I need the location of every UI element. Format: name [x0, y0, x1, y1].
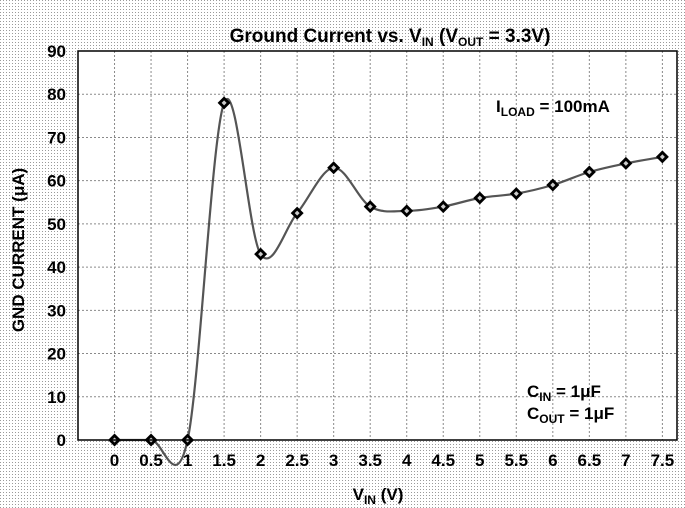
x-tick-labels: 0 0.5 1 1.5 2 2.5 3 3.5 4 4.5 5 5.5 6 6.5 7 7.5	[110, 451, 674, 470]
data-point-highlight	[294, 210, 300, 216]
x-tick-label: 7	[621, 451, 630, 470]
annotation-cout: COUT = 1μF	[527, 404, 614, 426]
chart-title: Ground Current vs. VIN (VOUT = 3.3V)	[230, 26, 551, 49]
x-tick-label: 2.5	[285, 451, 309, 470]
y-tick-label: 30	[47, 301, 66, 320]
data-point-highlight	[440, 204, 446, 210]
x-tick-label: 5	[475, 451, 484, 470]
data-point-highlight	[331, 165, 337, 171]
x-tick-label: 6	[548, 451, 557, 470]
data-point-highlight	[477, 195, 483, 201]
annotation-iload: ILOAD = 100mA	[496, 97, 610, 119]
x-tick-label: 6.5	[578, 451, 602, 470]
data-point-highlight	[513, 191, 519, 197]
data-point-highlight	[221, 100, 227, 106]
x-axis-label: VIN (V)	[353, 485, 404, 507]
y-tick-label: 90	[47, 42, 66, 61]
y-tick-label: 20	[47, 345, 66, 364]
x-tick-label: 4	[402, 451, 412, 470]
plot-area	[78, 51, 677, 440]
x-tick-label: 0.5	[139, 451, 163, 470]
y-tick-label: 80	[47, 85, 66, 104]
grid	[78, 50, 677, 441]
x-tick-label: 3	[329, 451, 338, 470]
data-point-highlight	[404, 208, 410, 214]
y-tick-label: 70	[47, 128, 66, 147]
data-markers	[108, 96, 669, 447]
data-point-highlight	[258, 251, 264, 257]
y-tick-label: 60	[47, 172, 66, 191]
data-point-highlight	[586, 169, 592, 175]
x-tick-label: 1	[183, 451, 192, 470]
x-tick-label: 0	[110, 451, 119, 470]
x-tick-label: 2	[256, 451, 265, 470]
plot-frame	[77, 50, 678, 441]
y-tick-label: 40	[47, 258, 66, 277]
x-tick-label: 7.5	[651, 451, 675, 470]
x-tick-label: 5.5	[504, 451, 528, 470]
x-tick-label: 3.5	[358, 451, 382, 470]
y-tick-labels: 0 10 20 30 40 50 60 70 80 90	[47, 42, 66, 450]
x-tick-label: 4.5	[431, 451, 455, 470]
y-tick-label: 10	[47, 388, 66, 407]
y-tick-label: 50	[47, 215, 66, 234]
y-axis-label: GND CURRENT (μA)	[9, 168, 28, 332]
data-point-highlight	[550, 182, 556, 188]
data-point-highlight	[623, 160, 629, 166]
data-point-highlight	[659, 154, 665, 160]
x-tick-label: 1.5	[212, 451, 236, 470]
y-tick-label: 0	[57, 431, 66, 450]
data-point-highlight	[367, 204, 373, 210]
annotation-cin: CIN = 1μF	[527, 382, 601, 404]
